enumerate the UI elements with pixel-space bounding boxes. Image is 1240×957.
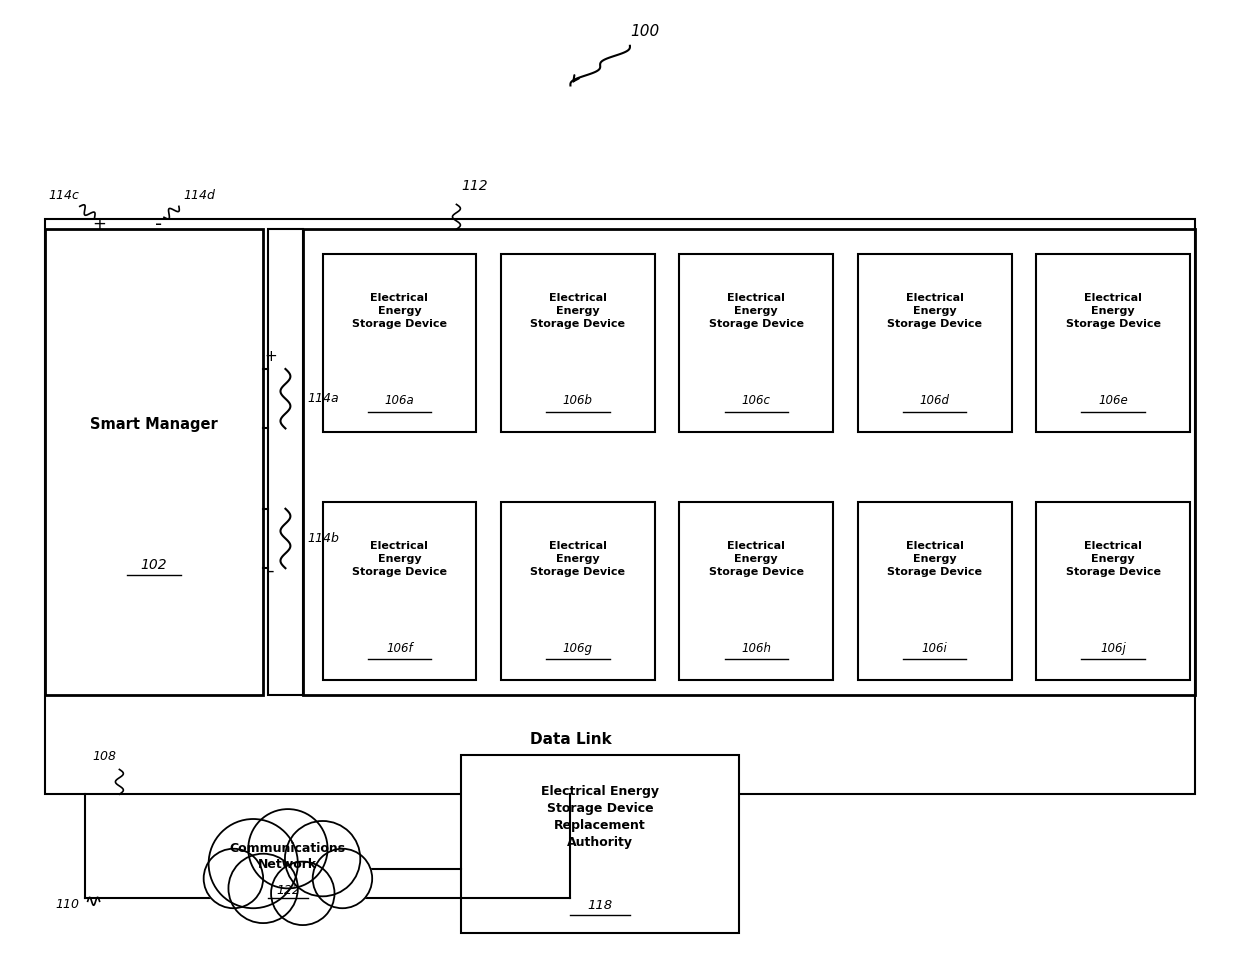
Text: +: + <box>93 215 107 234</box>
Bar <box>461 754 739 933</box>
Text: -: - <box>268 562 274 580</box>
Bar <box>322 254 476 433</box>
Bar <box>45 229 263 695</box>
Text: 106b: 106b <box>563 394 593 407</box>
Circle shape <box>272 861 335 925</box>
Bar <box>1037 254 1190 433</box>
Text: 114c: 114c <box>48 189 79 203</box>
Circle shape <box>203 849 263 908</box>
Circle shape <box>285 821 361 897</box>
Circle shape <box>248 809 327 888</box>
Circle shape <box>208 819 298 908</box>
Bar <box>858 501 1012 680</box>
Bar <box>680 254 833 433</box>
Text: 118: 118 <box>588 899 613 912</box>
Text: 106e: 106e <box>1099 394 1128 407</box>
Circle shape <box>228 854 298 924</box>
Text: 106a: 106a <box>384 394 414 407</box>
Bar <box>322 501 476 680</box>
Text: +: + <box>264 349 277 364</box>
Text: 106c: 106c <box>742 394 771 407</box>
Bar <box>303 229 1195 695</box>
Text: Smart Manager: Smart Manager <box>91 417 218 433</box>
Text: Electrical
Energy
Storage Device: Electrical Energy Storage Device <box>531 541 625 577</box>
Text: Electrical Energy
Storage Device
Replacement
Authority: Electrical Energy Storage Device Replace… <box>541 785 660 849</box>
Bar <box>45 219 1195 794</box>
Bar <box>1037 501 1190 680</box>
Text: Electrical
Energy
Storage Device: Electrical Energy Storage Device <box>888 293 982 329</box>
Text: 106i: 106i <box>921 642 947 655</box>
Text: 102: 102 <box>141 558 167 571</box>
Text: Electrical
Energy
Storage Device: Electrical Energy Storage Device <box>1065 293 1161 329</box>
Text: 114a: 114a <box>308 392 340 405</box>
Text: 106g: 106g <box>563 642 593 655</box>
Text: Electrical
Energy
Storage Device: Electrical Energy Storage Device <box>352 293 446 329</box>
Text: Electrical
Energy
Storage Device: Electrical Energy Storage Device <box>709 541 804 577</box>
Text: 106d: 106d <box>920 394 950 407</box>
Text: Electrical
Energy
Storage Device: Electrical Energy Storage Device <box>1065 541 1161 577</box>
Text: 100: 100 <box>630 24 660 39</box>
Text: Electrical
Energy
Storage Device: Electrical Energy Storage Device <box>531 293 625 329</box>
Bar <box>501 501 655 680</box>
Text: -: - <box>155 214 162 234</box>
Text: 106h: 106h <box>742 642 771 655</box>
Text: 114d: 114d <box>184 189 216 203</box>
Bar <box>501 254 655 433</box>
Text: Communications
Network: Communications Network <box>229 842 346 872</box>
Bar <box>680 501 833 680</box>
Text: 110: 110 <box>56 899 79 911</box>
Bar <box>858 254 1012 433</box>
Text: Electrical
Energy
Storage Device: Electrical Energy Storage Device <box>352 541 446 577</box>
Bar <box>268 229 303 695</box>
Text: 114b: 114b <box>308 532 340 545</box>
Text: 112: 112 <box>461 179 489 192</box>
Text: 106f: 106f <box>386 642 413 655</box>
Text: Electrical
Energy
Storage Device: Electrical Energy Storage Device <box>709 293 804 329</box>
Text: Data Link: Data Link <box>529 732 611 747</box>
Text: 106j: 106j <box>1100 642 1126 655</box>
Circle shape <box>312 849 372 908</box>
Text: 108: 108 <box>93 749 117 763</box>
Text: Electrical
Energy
Storage Device: Electrical Energy Storage Device <box>888 541 982 577</box>
Text: 122: 122 <box>277 884 300 897</box>
